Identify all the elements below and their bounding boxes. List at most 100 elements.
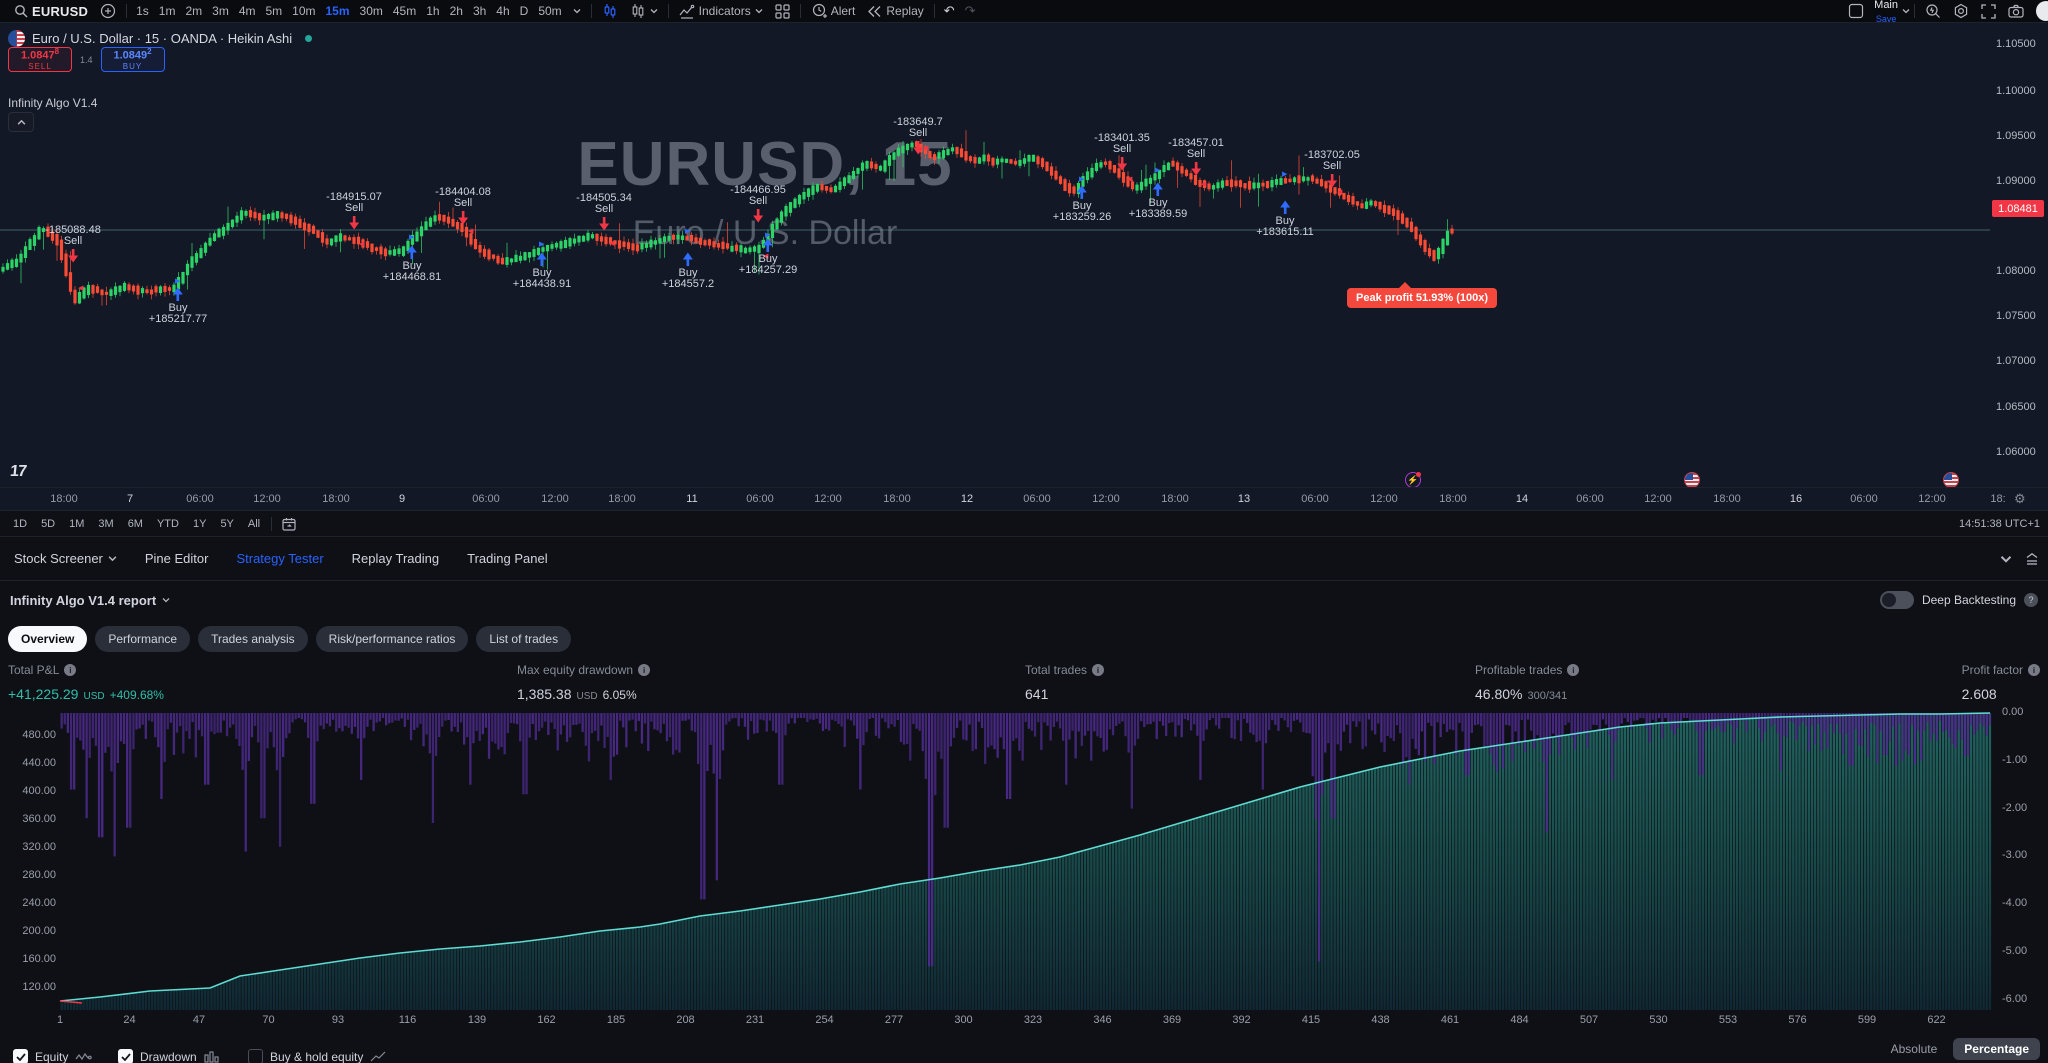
buy-marker-value: +183615.11 [1256,226,1314,238]
candle-style-button[interactable] [596,0,624,22]
timeframes-menu-button[interactable] [567,0,587,22]
absolute-mode-button[interactable]: Absolute [1890,1042,1938,1056]
sell-marker-value: -183457.01 [1168,137,1224,149]
layout-panel-button[interactable] [1842,0,1870,22]
indicator-templates-button[interactable] [769,0,796,22]
toolbar-divider [933,4,935,18]
report-tab-trades-analysis[interactable]: Trades analysis [198,626,308,652]
percentage-mode-button[interactable]: Percentage [1953,1038,2040,1060]
panel-tab-trading-panel[interactable]: Trading Panel [453,551,561,566]
screenshot-button[interactable] [2002,0,2030,22]
timeframe-10m[interactable]: 10m [292,4,316,18]
fullscreen-button[interactable] [1975,0,2002,22]
events-lightning-icon[interactable]: ⚡ [1405,472,1421,487]
timeframe-1h[interactable]: 1h [426,4,440,18]
deep-backtesting-toggle[interactable] [1879,591,1914,609]
range-5d[interactable]: 5D [41,517,56,530]
panel-tab-replay-trading[interactable]: Replay Trading [338,551,453,566]
layout-name-button[interactable]: Main Save [1870,0,1902,24]
info-icon[interactable] [1092,664,1105,676]
range-3m[interactable]: 3M [98,517,114,530]
series-toggle-buy-hold-equity[interactable]: Buy & hold equity [248,1049,386,1063]
minimize-panel-icon[interactable] [2000,553,2012,565]
sell-button[interactable]: 1.08478 SELL [8,47,72,72]
compare-add-button[interactable] [94,0,122,22]
timeframe-15m[interactable]: 15m [325,4,350,18]
range-1m[interactable]: 1M [69,517,85,530]
chart-style-menu-button[interactable] [624,0,664,22]
timeframe-30m[interactable]: 30m [359,4,383,18]
quick-search-button[interactable] [1919,0,1947,22]
checkbox-checked[interactable] [13,1049,28,1063]
info-icon[interactable] [64,664,77,676]
replay-button[interactable]: Replay [861,0,929,22]
stat-value-main: 641 [1025,686,1049,702]
go-to-date-button[interactable] [276,511,302,536]
report-title-button[interactable]: Infinity Algo V1.4 report [10,593,170,608]
settings-button[interactable] [1947,0,1975,22]
chart-area[interactable]: EURUSD, 15 Euro / U.S. Dollar Euro / U.S… [0,23,2048,487]
timeframe-2m[interactable]: 2m [185,4,203,18]
info-icon[interactable] [2028,664,2040,676]
report-tab-list-of-trades[interactable]: List of trades [476,626,572,652]
us-flag-event-icon[interactable] [1943,472,1959,487]
range-5y[interactable]: 5Y [220,517,234,530]
info-icon[interactable] [1567,664,1580,676]
symbol-search-button[interactable]: EURUSD [8,0,94,22]
timeframe-4h[interactable]: 4h [496,4,510,18]
alert-button[interactable]: Alert [805,0,862,22]
sell-price: 1.0847 [20,49,55,62]
maximize-panel-icon[interactable] [2026,552,2038,565]
timeframe-3h[interactable]: 3h [472,4,487,18]
report-tab-risk-performance-ratios[interactable]: Risk/performance ratios [315,626,469,652]
indicators-button[interactable]: Indicators [673,0,769,22]
buy-marker-value: +183389.59 [1128,208,1188,220]
panel-tab-pine-editor[interactable]: Pine Editor [131,551,223,566]
chevron-down-icon[interactable] [1902,7,1910,15]
timeframe-45m[interactable]: 45m [392,4,417,18]
range-6m[interactable]: 6M [127,517,143,530]
series-toggle-equity[interactable]: Equity [13,1049,93,1063]
report-tab-performance[interactable]: Performance [95,626,191,652]
time-axis-label: 06:00 [1576,493,1604,505]
tradingview-logo[interactable]: 17 [9,463,27,480]
symbol-legend[interactable]: Euro / U.S. Dollar · 15 · OANDA · Heikin… [8,30,313,47]
panel-tab-strategy-tester[interactable]: Strategy Tester [222,551,337,566]
series-toggle-label: Equity [35,1049,69,1063]
timeframe-3m[interactable]: 3m [212,4,229,18]
range-all[interactable]: All [247,517,261,530]
timeframe-1m[interactable]: 1m [158,4,176,18]
legend-collapse-button[interactable] [8,112,34,132]
panel-tab-stock-screener[interactable]: Stock Screener [0,551,131,566]
series-toggle-drawdown[interactable]: Drawdown [118,1049,219,1063]
replay-icon [868,5,881,17]
range-ytd[interactable]: YTD [156,517,179,530]
timeframe-4m[interactable]: 4m [238,4,256,18]
avatar[interactable] [2036,1,2048,21]
axis-settings-gear-icon[interactable]: ⚙ [2014,491,2026,506]
time-axis[interactable]: ⚙ 18:00 7 06:00 12:00 18:00 9 06:00 12:00 18:00 1… [0,487,2048,510]
buy-button[interactable]: 1.08492 BUY [100,47,165,72]
checkbox-checked[interactable] [118,1049,133,1063]
redo-button[interactable]: ↷ [964,3,976,18]
undo-button[interactable]: ↶ [943,3,955,18]
report-tab-overview[interactable]: Overview [8,626,88,652]
equity-chart-canvas[interactable] [0,710,2048,1012]
range-1y[interactable]: 1Y [192,517,207,530]
help-icon[interactable] [2024,593,2038,607]
timeframe-5m[interactable]: 5m [265,4,283,18]
checkbox-unchecked[interactable] [248,1049,263,1063]
strategy-legend[interactable]: Infinity Algo V1.4 [8,96,98,110]
range-1d[interactable]: 1D [13,517,28,530]
clock-timezone[interactable]: 14:51:38 UTC+1 [1958,517,2040,530]
candlestick-canvas[interactable] [0,23,1990,487]
stat-label-text: Max equity drawdown [517,663,634,677]
timeframe-2h[interactable]: 2h [449,4,463,18]
timeframe-1s[interactable]: 1s [136,4,149,18]
us-flag-event-icon[interactable] [1684,472,1700,487]
equity-x-axis-label: 277 [884,1014,904,1026]
timeframe-D[interactable]: D [519,4,529,18]
buy-entry-triangle-icon: ▶ [1079,176,1085,184]
timeframe-50m[interactable]: 50m [538,4,562,18]
info-icon[interactable] [638,664,651,676]
